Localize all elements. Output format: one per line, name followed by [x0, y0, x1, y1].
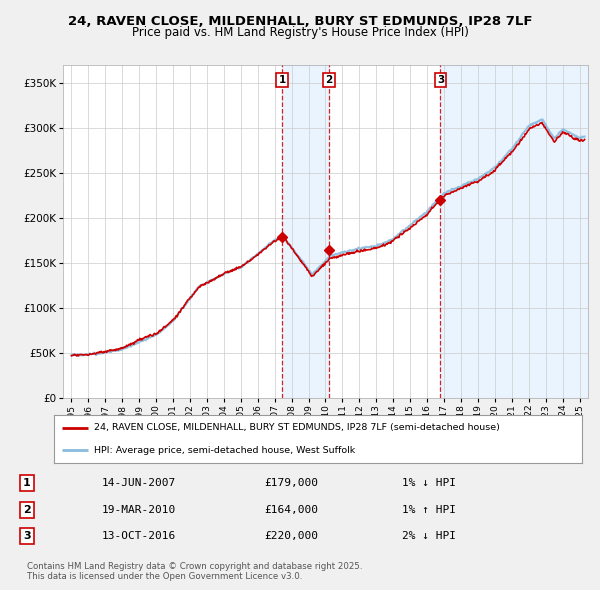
Text: 1: 1	[278, 75, 286, 85]
Text: 14-JUN-2007: 14-JUN-2007	[102, 478, 176, 489]
Text: 1% ↑ HPI: 1% ↑ HPI	[402, 504, 456, 514]
Text: 13-OCT-2016: 13-OCT-2016	[102, 531, 176, 541]
Text: £164,000: £164,000	[264, 504, 318, 514]
Text: 2% ↓ HPI: 2% ↓ HPI	[402, 531, 456, 541]
Text: Contains HM Land Registry data © Crown copyright and database right 2025.
This d: Contains HM Land Registry data © Crown c…	[27, 562, 362, 581]
Text: £179,000: £179,000	[264, 478, 318, 489]
Text: 24, RAVEN CLOSE, MILDENHALL, BURY ST EDMUNDS, IP28 7LF (semi-detached house): 24, RAVEN CLOSE, MILDENHALL, BURY ST EDM…	[94, 424, 499, 432]
Text: 3: 3	[437, 75, 444, 85]
Text: 1: 1	[23, 478, 31, 489]
Bar	[283, 65, 329, 398]
Text: 2: 2	[326, 75, 333, 85]
Text: £220,000: £220,000	[264, 531, 318, 541]
Text: 3: 3	[23, 531, 31, 541]
Bar	[440, 65, 588, 398]
Text: 2: 2	[23, 504, 31, 514]
Text: 19-MAR-2010: 19-MAR-2010	[102, 504, 176, 514]
Text: 24, RAVEN CLOSE, MILDENHALL, BURY ST EDMUNDS, IP28 7LF: 24, RAVEN CLOSE, MILDENHALL, BURY ST EDM…	[68, 15, 532, 28]
Text: 1% ↓ HPI: 1% ↓ HPI	[402, 478, 456, 489]
Text: HPI: Average price, semi-detached house, West Suffolk: HPI: Average price, semi-detached house,…	[94, 445, 355, 454]
Text: Price paid vs. HM Land Registry's House Price Index (HPI): Price paid vs. HM Land Registry's House …	[131, 26, 469, 39]
